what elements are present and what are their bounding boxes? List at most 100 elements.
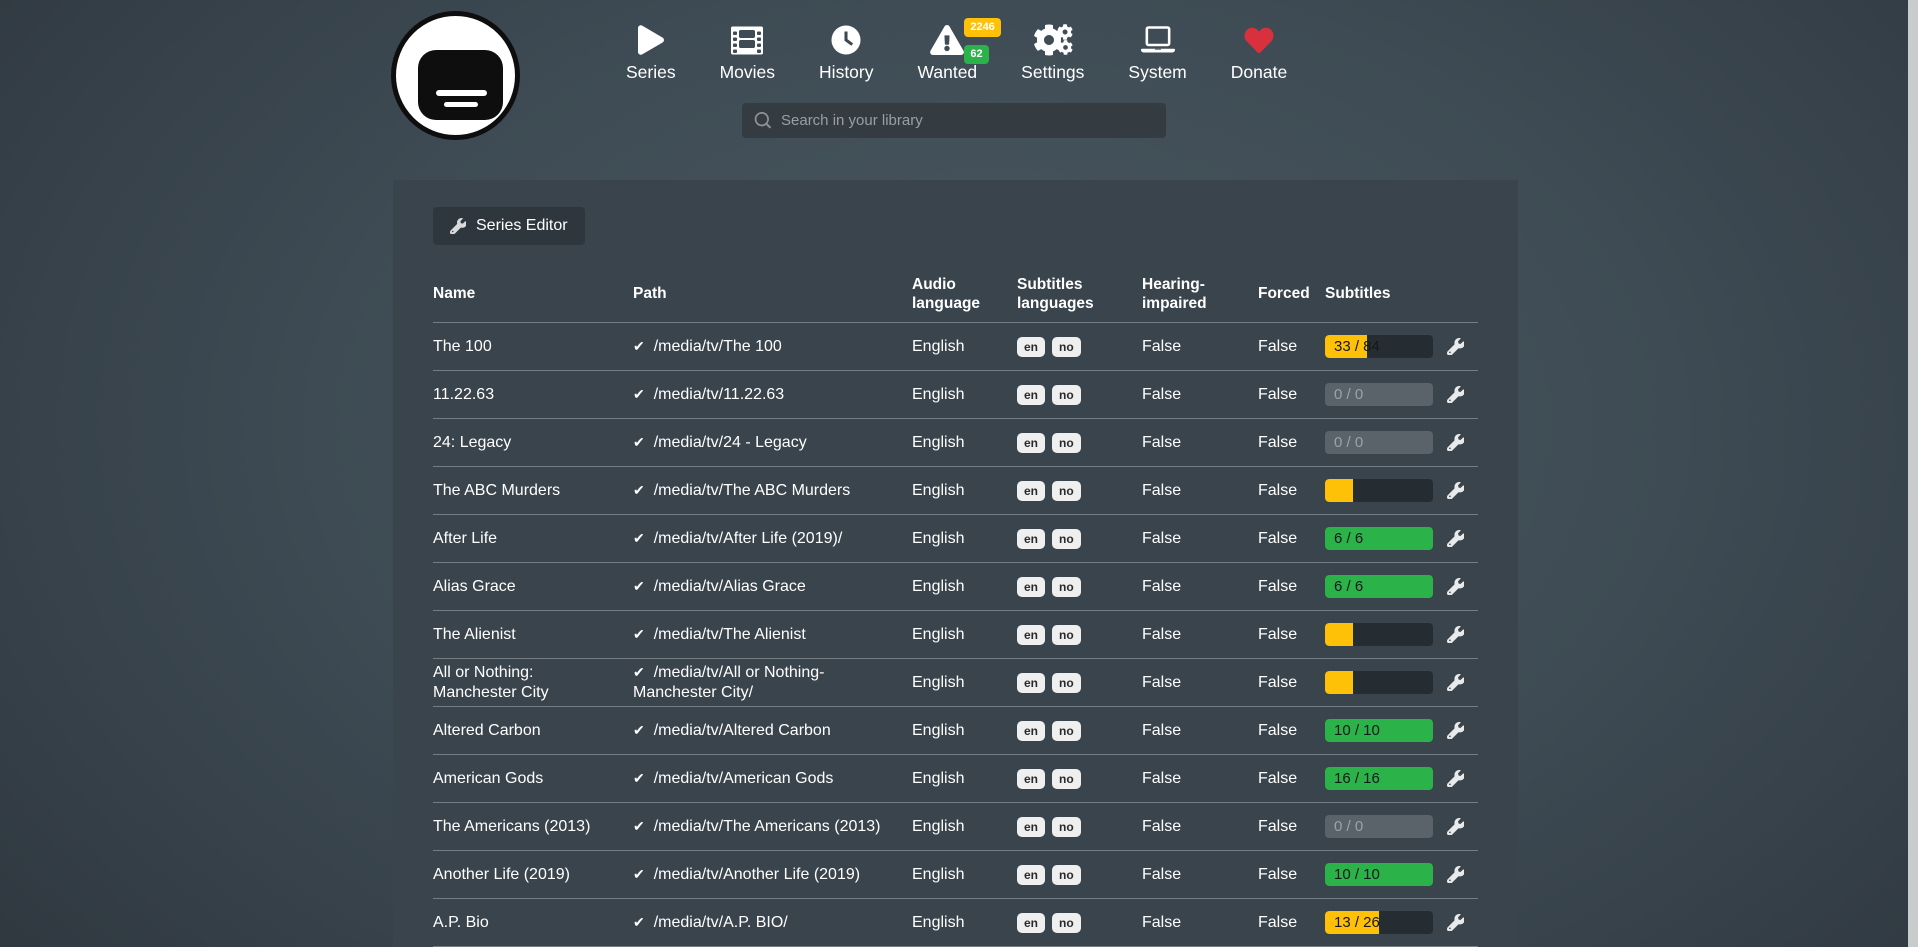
series-editor-panel: Series Editor Name Path Audio language S… [393,180,1518,947]
nav-item-settings[interactable]: Settings [1021,20,1084,83]
series-path: ✔ /media/tv/The Alienist [633,625,912,645]
subtitles-progress-label: 16 / 16 [1334,770,1380,787]
path-valid-check-icon: ✔ [633,385,645,402]
subtitle-language-chip: no [1052,624,1081,645]
nav-label: History [819,62,874,82]
wrench-icon [1446,770,1464,787]
subtitles-progress-fill [1325,527,1433,550]
edit-series-button[interactable] [1445,866,1477,883]
subtitles-progress-label: 6 / 6 [1334,578,1364,595]
edit-series-button[interactable] [1445,434,1477,451]
edit-series-button[interactable] [1445,482,1477,499]
edit-series-button[interactable] [1445,578,1477,595]
subtitles-progress-fill [1325,863,1433,886]
series-name: The Americans (2013) [433,817,591,835]
search-input[interactable] [781,112,1154,129]
audio-language: English [912,433,965,451]
subtitle-language-chip: no [1052,528,1081,549]
subtitle-language-chip: en [1017,768,1046,789]
subtitle-language-chip: en [1017,432,1046,453]
subtitle-language-chip: en [1017,528,1046,549]
subtitles-cell [1325,671,1445,694]
subtitle-language-chip: no [1052,576,1081,597]
series-path: ✔/media/tv/All or Nothing- Manchester Ci… [633,663,912,703]
subtitle-language-chip: no [1052,384,1081,405]
series-path: ✔ /media/tv/American Gods [633,769,912,789]
header-name: Name [433,285,476,303]
edit-series-button[interactable] [1445,386,1477,403]
series-path: ✔ /media/tv/24 - Legacy [633,433,912,453]
series-editor-button[interactable]: Series Editor [433,207,585,245]
subtitles-progress: 6 / 6 [1325,575,1433,598]
subtitles-progress-label: 0 / 0 [1334,818,1364,835]
subtitles-progress-label: 10 / 10 [1334,866,1380,883]
subtitle-language-chip: no [1052,336,1081,357]
forced-value: False [1258,337,1298,355]
forced-value: False [1258,865,1298,883]
edit-series-button[interactable] [1445,722,1477,739]
hearing-impaired-value: False [1142,481,1182,499]
audio-language: English [912,673,965,691]
subtitles-progress-label: 6 / 6 [1334,530,1364,547]
nav-item-series[interactable]: Series [626,20,676,83]
series-path-text: /media/tv/11.22.63 [653,385,785,403]
search-icon [754,112,771,129]
bazarr-logo[interactable] [391,11,520,140]
subtitles-cell [1325,479,1445,502]
subtitle-language-chip: no [1052,864,1081,885]
forced-value: False [1258,481,1298,499]
nav-item-system[interactable]: System [1128,20,1187,83]
header-audio-language: Audio language [912,275,981,312]
subtitle-languages: en no [1017,480,1142,501]
subtitle-languages: en no [1017,336,1142,357]
hearing-impaired-value: False [1142,577,1182,595]
wrench-icon [1446,866,1464,883]
nav-item-history[interactable]: History [819,20,874,83]
nav-item-movies[interactable]: Movies [720,20,775,83]
wrench-icon [1446,482,1464,499]
subtitles-progress: 16 / 16 [1325,767,1433,790]
subtitles-progress: 0 / 0 [1325,431,1433,454]
edit-series-button[interactable] [1445,530,1477,547]
forced-value: False [1258,529,1298,547]
subtitles-progress-fill [1325,575,1433,598]
header-subtitles: Subtitles [1325,285,1391,303]
nav-item-wanted[interactable]: Wanted 2246 62 [917,18,1001,83]
series-name: After Life [433,529,498,547]
series-path: ✔ /media/tv/11.22.63 [633,385,912,405]
film-icon [731,20,764,60]
edit-series-button[interactable] [1445,338,1477,355]
hearing-impaired-value: False [1142,913,1182,931]
edit-series-button[interactable] [1445,770,1477,787]
series-path-text: /media/tv/After Life (2019)/ [653,529,843,547]
series-name: The 100 [433,337,492,355]
subtitles-progress-fill [1325,911,1379,934]
nav-item-donate[interactable]: Donate [1231,20,1287,83]
nav-label: Series [626,62,676,82]
wrench-icon [1446,434,1464,451]
edit-series-button[interactable] [1445,914,1477,931]
subtitle-language-chip: no [1052,720,1081,741]
edit-series-button[interactable] [1445,626,1477,643]
series-path-text: /media/tv/Altered Carbon [653,721,831,739]
path-valid-check-icon: ✔ [633,433,645,450]
subtitles-progress [1325,671,1433,694]
nav-label: Donate [1230,62,1288,82]
page-scrollbar[interactable] [1908,0,1918,947]
subtitles-progress-fill [1325,479,1354,502]
logo-subtitle-line [444,102,478,107]
subtitle-languages: en no [1017,816,1142,837]
nav-label: Wanted [917,62,978,82]
edit-series-button[interactable] [1445,818,1477,835]
subtitle-language-chip: no [1052,816,1081,837]
subtitle-language-chip: en [1017,816,1046,837]
edit-series-button[interactable] [1445,674,1477,691]
table-row: The Alienist ✔ /media/tv/The Alienist Eng… [433,611,1478,659]
subtitles-progress-fill [1325,719,1433,742]
series-path: ✔ /media/tv/Alias Grace [633,577,912,597]
laptop-icon [1140,20,1175,60]
nav-label: Settings [1021,62,1085,82]
wrench-icon [1446,818,1464,835]
hearing-impaired-value: False [1142,673,1182,691]
